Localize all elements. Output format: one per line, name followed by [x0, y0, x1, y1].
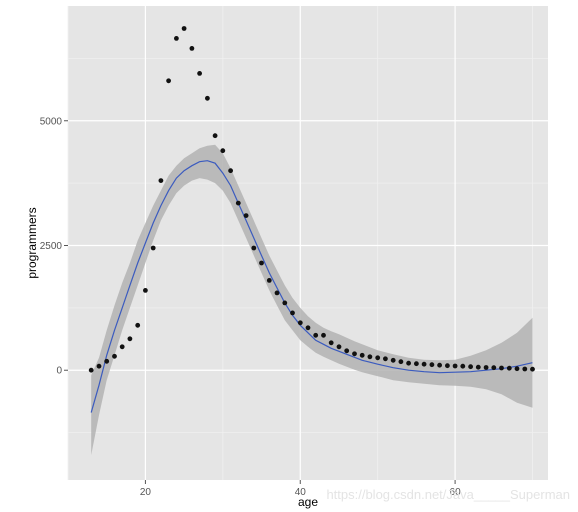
- data-point: [468, 364, 473, 370]
- data-point: [220, 148, 226, 154]
- data-point: [514, 366, 520, 372]
- smooth-line: [90, 160, 533, 413]
- data-point: [359, 352, 365, 358]
- y-tick-label: 5000: [40, 116, 63, 127]
- x-axis-title: age: [298, 495, 318, 509]
- data-point: [282, 300, 288, 306]
- data-point: [197, 71, 203, 76]
- data-point: [336, 344, 342, 350]
- data-point: [390, 357, 396, 363]
- data-point: [96, 363, 102, 369]
- data-point: [166, 78, 172, 84]
- data-point: [460, 363, 466, 369]
- data-point: [375, 355, 381, 361]
- data-point: [421, 361, 427, 367]
- data-point: [290, 310, 295, 316]
- data-point: [414, 361, 419, 367]
- data-point: [88, 367, 94, 373]
- data-point: [127, 336, 133, 342]
- data-point: [305, 325, 311, 331]
- data-point: [352, 351, 357, 357]
- y-tick-label: 2500: [40, 241, 63, 252]
- minor-gridlines: [67, 6, 548, 480]
- data-point: [321, 332, 326, 338]
- data-points: [88, 26, 535, 373]
- data-point: [235, 200, 241, 206]
- data-point: [135, 322, 141, 328]
- data-point: [212, 133, 218, 139]
- data-point: [445, 363, 450, 369]
- data-point: [344, 348, 350, 354]
- x-axis-ticks: 20 40 60: [140, 480, 461, 498]
- data-point: [243, 213, 249, 219]
- y-axis-ticks: 0 2500 5000: [40, 116, 68, 377]
- data-point: [259, 260, 264, 266]
- data-point: [189, 46, 195, 51]
- data-point: [228, 168, 234, 174]
- data-point: [383, 356, 388, 362]
- y-tick-label: 0: [56, 366, 62, 377]
- data-point: [266, 278, 272, 283]
- data-point: [143, 288, 148, 293]
- data-point: [506, 365, 512, 371]
- x-tick-label: 40: [295, 487, 307, 498]
- watermark-text: https://blog.csdn.net/Java_____Superman: [326, 487, 570, 502]
- x-tick-label: 60: [450, 487, 462, 498]
- data-point: [150, 245, 156, 251]
- data-point: [522, 366, 528, 372]
- data-point: [367, 354, 373, 360]
- data-point: [437, 362, 442, 368]
- data-point: [181, 26, 187, 31]
- data-point: [104, 358, 110, 364]
- data-point: [297, 320, 303, 326]
- data-point: [328, 340, 334, 346]
- data-point: [398, 359, 404, 365]
- data-point: [452, 363, 458, 369]
- data-point: [499, 365, 504, 371]
- data-point: [205, 95, 210, 101]
- x-tick-label: 20: [140, 487, 152, 498]
- data-point: [530, 366, 535, 372]
- data-point: [274, 290, 280, 296]
- confidence-band: [91, 144, 533, 456]
- data-point: [313, 332, 319, 338]
- data-point: [429, 362, 435, 368]
- data-point: [475, 364, 481, 370]
- data-point: [251, 245, 257, 251]
- data-point: [158, 178, 164, 184]
- data-point: [483, 365, 489, 370]
- y-axis-title: programmers: [25, 207, 39, 278]
- data-point: [119, 344, 125, 350]
- data-point: [491, 365, 497, 371]
- data-point: [406, 360, 411, 366]
- data-point: [174, 36, 179, 41]
- data-point: [112, 353, 117, 359]
